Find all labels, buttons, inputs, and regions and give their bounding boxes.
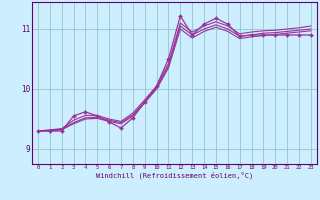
X-axis label: Windchill (Refroidissement éolien,°C): Windchill (Refroidissement éolien,°C): [96, 172, 253, 179]
